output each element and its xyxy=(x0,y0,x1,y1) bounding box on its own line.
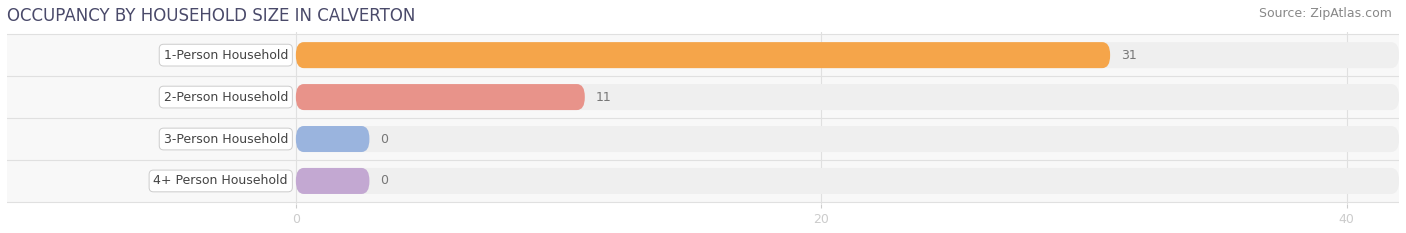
Text: Source: ZipAtlas.com: Source: ZipAtlas.com xyxy=(1258,7,1392,20)
FancyBboxPatch shape xyxy=(7,118,1399,160)
FancyBboxPatch shape xyxy=(7,160,1399,202)
FancyBboxPatch shape xyxy=(295,126,1399,152)
Text: 31: 31 xyxy=(1121,49,1136,62)
Text: OCCUPANCY BY HOUSEHOLD SIZE IN CALVERTON: OCCUPANCY BY HOUSEHOLD SIZE IN CALVERTON xyxy=(7,7,415,25)
Text: 11: 11 xyxy=(595,91,612,104)
FancyBboxPatch shape xyxy=(295,42,1111,68)
Text: 0: 0 xyxy=(380,175,388,188)
Text: 0: 0 xyxy=(380,133,388,146)
Text: 2-Person Household: 2-Person Household xyxy=(163,91,288,104)
FancyBboxPatch shape xyxy=(295,84,1399,110)
Text: 4+ Person Household: 4+ Person Household xyxy=(153,175,288,188)
FancyBboxPatch shape xyxy=(7,76,1399,118)
FancyBboxPatch shape xyxy=(295,168,1399,194)
Text: 1-Person Household: 1-Person Household xyxy=(163,49,288,62)
FancyBboxPatch shape xyxy=(295,126,370,152)
FancyBboxPatch shape xyxy=(295,84,585,110)
FancyBboxPatch shape xyxy=(7,34,1399,76)
FancyBboxPatch shape xyxy=(295,42,1399,68)
FancyBboxPatch shape xyxy=(295,168,370,194)
Text: 3-Person Household: 3-Person Household xyxy=(163,133,288,146)
